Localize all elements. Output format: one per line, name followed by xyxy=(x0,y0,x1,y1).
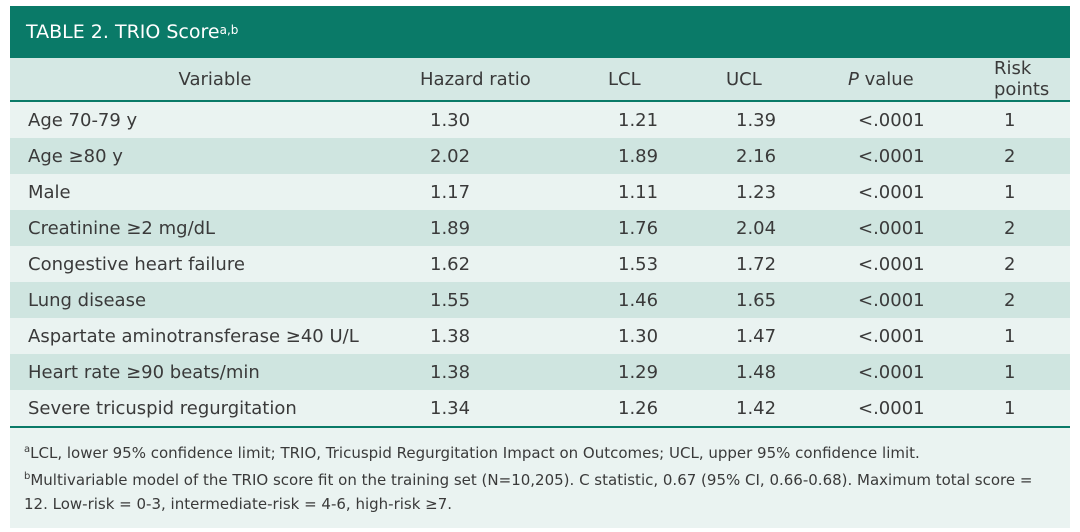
cell-ucl: 1.42 xyxy=(726,390,848,428)
footnote-b-text: Multivariable model of the TRIO score fi… xyxy=(24,471,1033,513)
cell-ucl: 1.65 xyxy=(726,282,848,318)
header-p-value: P value xyxy=(848,58,994,102)
header-lcl: LCL xyxy=(608,58,726,102)
header-p-value-text: value xyxy=(864,68,914,90)
cell-lcl: 1.76 xyxy=(608,210,726,246)
trio-score-table: TABLE 2. TRIO Score a,b Variable Hazard r… xyxy=(10,6,1070,528)
cell-variable: Congestive heart failure xyxy=(10,246,420,282)
footnote-b: bMultivariable model of the TRIO score f… xyxy=(24,465,1056,516)
header-variable: Variable xyxy=(10,58,420,102)
table-row: Age 70-79 y 1.30 1.21 1.39 <.0001 1 xyxy=(10,101,1070,138)
header-ucl: UCL xyxy=(726,58,848,102)
cell-risk-points: 1 xyxy=(994,390,1070,428)
cell-hazard-ratio: 1.38 xyxy=(420,318,608,354)
cell-lcl: 1.29 xyxy=(608,354,726,390)
cell-hazard-ratio: 1.38 xyxy=(420,354,608,390)
table-row: Age ≥80 y 2.02 1.89 2.16 <.0001 2 xyxy=(10,138,1070,174)
table-header: Variable Hazard ratio LCL UCL P value Ri… xyxy=(10,58,1070,102)
table-title-bar: TABLE 2. TRIO Score a,b xyxy=(10,6,1070,58)
cell-ucl: 1.48 xyxy=(726,354,848,390)
cell-lcl: 1.89 xyxy=(608,138,726,174)
footnote-a-text: LCL, lower 95% confidence limit; TRIO, T… xyxy=(30,444,920,462)
cell-ucl: 1.39 xyxy=(726,101,848,138)
cell-risk-points: 1 xyxy=(994,318,1070,354)
cell-hazard-ratio: 1.55 xyxy=(420,282,608,318)
cell-variable: Aspartate aminotransferase ≥40 U/L xyxy=(10,318,420,354)
footnote-a: aLCL, lower 95% confidence limit; TRIO, … xyxy=(24,438,1056,465)
cell-p-value: <.0001 xyxy=(848,174,994,210)
cell-p-value: <.0001 xyxy=(848,390,994,428)
table-row: Severe tricuspid regurgitation 1.34 1.26 1.… xyxy=(10,390,1070,428)
cell-p-value: <.0001 xyxy=(848,246,994,282)
cell-variable: Severe tricuspid regurgitation xyxy=(10,390,420,428)
table-row: Lung disease 1.55 1.46 1.65 <.0001 2 xyxy=(10,282,1070,318)
cell-lcl: 1.11 xyxy=(608,174,726,210)
cell-hazard-ratio: 2.02 xyxy=(420,138,608,174)
table-row: Congestive heart failure 1.62 1.53 1.72 <.00… xyxy=(10,246,1070,282)
cell-risk-points: 1 xyxy=(994,354,1070,390)
cell-ucl: 2.04 xyxy=(726,210,848,246)
table-row: Heart rate ≥90 beats/min 1.38 1.29 1.48 <.00… xyxy=(10,354,1070,390)
cell-lcl: 1.26 xyxy=(608,390,726,428)
header-hazard-ratio: Hazard ratio xyxy=(420,58,608,102)
cell-hazard-ratio: 1.17 xyxy=(420,174,608,210)
cell-p-value: <.0001 xyxy=(848,318,994,354)
cell-variable: Age 70-79 y xyxy=(10,101,420,138)
table-label: TABLE 2. xyxy=(26,21,109,43)
cell-variable: Male xyxy=(10,174,420,210)
cell-risk-points: 1 xyxy=(994,101,1070,138)
cell-p-value: <.0001 xyxy=(848,138,994,174)
footnotes: aLCL, lower 95% confidence limit; TRIO, … xyxy=(10,428,1070,516)
cell-p-value: <.0001 xyxy=(848,101,994,138)
header-risk-points: Risk points xyxy=(994,58,1070,102)
cell-ucl: 2.16 xyxy=(726,138,848,174)
cell-lcl: 1.53 xyxy=(608,246,726,282)
cell-hazard-ratio: 1.89 xyxy=(420,210,608,246)
cell-ucl: 1.23 xyxy=(726,174,848,210)
cell-variable: Heart rate ≥90 beats/min xyxy=(10,354,420,390)
cell-lcl: 1.46 xyxy=(608,282,726,318)
footnote-b-mark: b xyxy=(24,471,31,482)
cell-hazard-ratio: 1.34 xyxy=(420,390,608,428)
table-name: TRIO Score xyxy=(114,21,220,43)
cell-p-value: <.0001 xyxy=(848,354,994,390)
title-footnote-marks: a,b xyxy=(219,23,239,37)
cell-p-value: <.0001 xyxy=(848,282,994,318)
cell-ucl: 1.47 xyxy=(726,318,848,354)
cell-lcl: 1.21 xyxy=(608,101,726,138)
footnote-a-mark: a xyxy=(24,444,31,455)
cell-risk-points: 2 xyxy=(994,138,1070,174)
cell-risk-points: 2 xyxy=(994,210,1070,246)
cell-risk-points: 1 xyxy=(994,174,1070,210)
cell-variable: Lung disease xyxy=(10,282,420,318)
table-row: Creatinine ≥2 mg/dL 1.89 1.76 2.04 <.0001 2 xyxy=(10,210,1070,246)
cell-variable: Age ≥80 y xyxy=(10,138,420,174)
cell-p-value: <.0001 xyxy=(848,210,994,246)
cell-risk-points: 2 xyxy=(994,246,1070,282)
cell-risk-points: 2 xyxy=(994,282,1070,318)
cell-ucl: 1.72 xyxy=(726,246,848,282)
data-table: Variable Hazard ratio LCL UCL P value Ri… xyxy=(10,58,1070,428)
table-row: Male 1.17 1.11 1.23 <.0001 1 xyxy=(10,174,1070,210)
cell-lcl: 1.30 xyxy=(608,318,726,354)
cell-hazard-ratio: 1.62 xyxy=(420,246,608,282)
cell-hazard-ratio: 1.30 xyxy=(420,101,608,138)
table-row: Aspartate aminotransferase ≥40 U/L 1.38 1.… xyxy=(10,318,1070,354)
cell-variable: Creatinine ≥2 mg/dL xyxy=(10,210,420,246)
p-italic: P xyxy=(848,68,859,90)
